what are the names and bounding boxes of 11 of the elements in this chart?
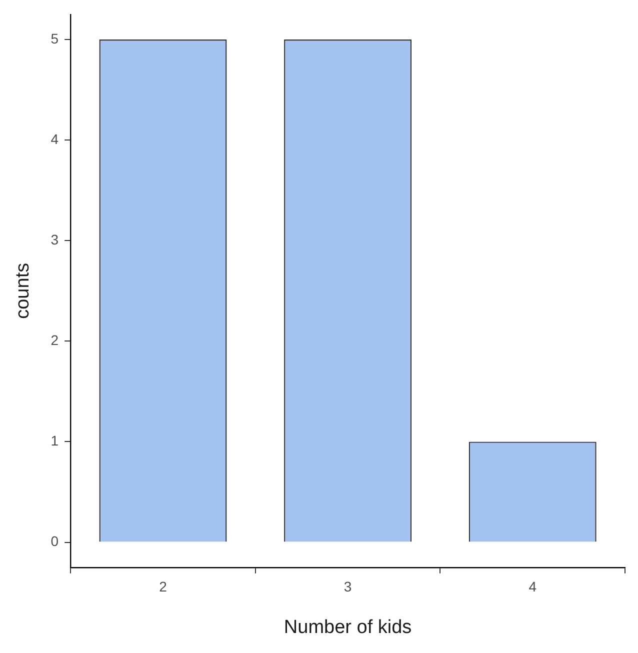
- y-tick-label: 1: [50, 432, 59, 449]
- y-tick-label: 0: [50, 533, 59, 550]
- x-tick-label: 3: [344, 578, 352, 595]
- y-tick-label: 5: [50, 30, 59, 46]
- x-axis-title: Number of kids: [284, 616, 412, 638]
- y-tick-label: 4: [50, 130, 59, 147]
- x-tick-label: 4: [528, 578, 537, 595]
- y-tick-label: 2: [50, 332, 59, 348]
- y-tick-label: 3: [50, 231, 59, 248]
- y-axis-title: counts: [12, 262, 34, 319]
- x-tick-label: 2: [159, 578, 168, 595]
